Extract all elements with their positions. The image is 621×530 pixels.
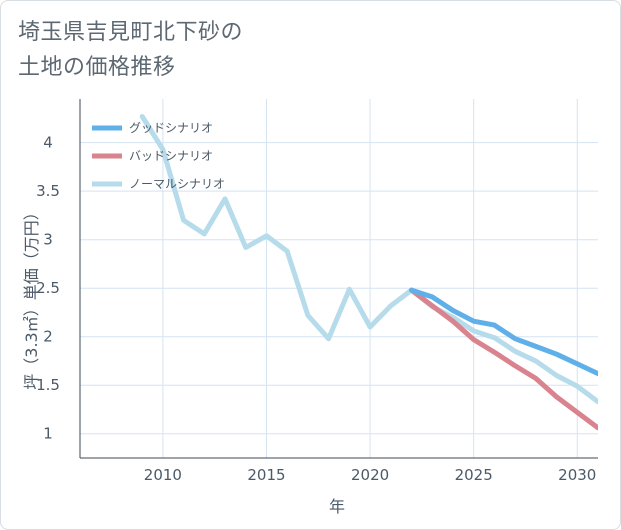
series-line-2 bbox=[409, 287, 598, 431]
x-tick-label: 2010 bbox=[144, 466, 182, 484]
chart-title-line-2: 土地の価格推移 bbox=[18, 55, 176, 80]
series-line-1 bbox=[409, 287, 598, 377]
series-group bbox=[139, 114, 598, 431]
x-axis-title: 年 bbox=[329, 497, 345, 516]
y-tick-label: 3 bbox=[43, 231, 53, 249]
y-tick-label: 2 bbox=[43, 328, 53, 346]
y-tick-label: 2.5 bbox=[36, 279, 60, 297]
x-tick-label: 2020 bbox=[351, 466, 389, 484]
y-tick-label: 4 bbox=[43, 134, 53, 152]
x-tick-label: 2025 bbox=[455, 466, 493, 484]
axes-layer bbox=[79, 99, 598, 459]
series-line-3 bbox=[139, 114, 598, 405]
legend-label-3: ノーマルシナリオ bbox=[129, 177, 225, 191]
y-tick-label: 3.5 bbox=[36, 182, 60, 200]
y-tick-labels: 1 1.5 2 2.5 3 3.5 4 bbox=[36, 134, 60, 443]
x-tick-labels: 2010 2015 2020 2025 2030 bbox=[144, 466, 597, 484]
x-tick-label: 2015 bbox=[247, 466, 285, 484]
y-tick-label: 1 bbox=[43, 425, 53, 443]
series-layer bbox=[139, 114, 598, 431]
x-tick-label: 2030 bbox=[558, 466, 596, 484]
legend-label-2: バッドシナリオ bbox=[129, 149, 213, 163]
y-axis-title: 坪（3.3㎡）単価（万円） bbox=[22, 204, 41, 389]
y-tick-label: 1.5 bbox=[36, 376, 60, 394]
chart-title-line-1: 埼玉県吉見町北下砂の bbox=[18, 20, 244, 45]
chart-title: 埼玉県吉見町北下砂の 土地の価格推移 bbox=[18, 15, 243, 85]
legend-label-1: グッドシナリオ bbox=[129, 121, 213, 135]
